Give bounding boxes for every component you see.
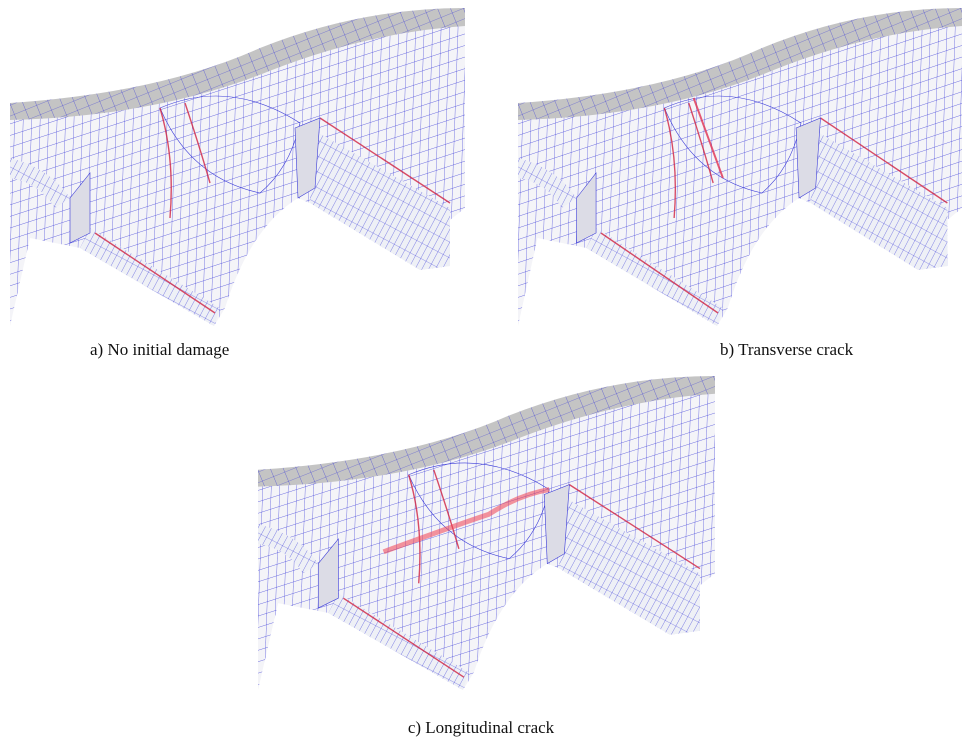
mesh-image-b — [518, 8, 962, 326]
caption: c) Longitudinal crack — [0, 718, 962, 738]
caption: a) No initial damage — [90, 340, 229, 360]
mesh-image-a — [10, 8, 465, 326]
page: a) No initial damage b) Transverse crack… — [0, 0, 962, 744]
mesh-image-c — [258, 376, 715, 690]
caption: b) Transverse crack — [720, 340, 853, 360]
